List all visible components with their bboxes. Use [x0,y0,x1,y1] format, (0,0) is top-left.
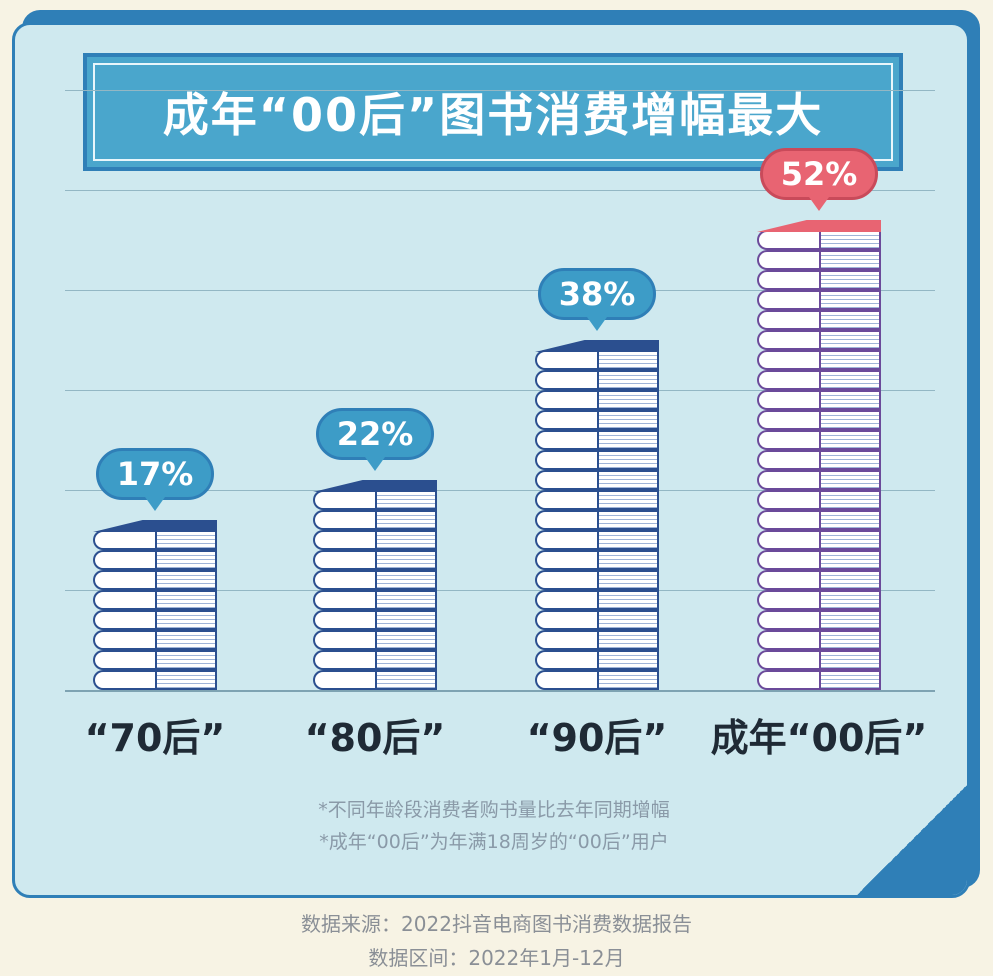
book [757,230,881,250]
book [93,630,217,650]
book [93,590,217,610]
book [535,630,659,650]
book [93,610,217,630]
book [313,610,437,630]
value-label: 17% [116,455,194,493]
book [757,350,881,370]
book [313,490,437,510]
category-label: “70后” [84,716,226,760]
period-text: 数据区间：2022年1月-12月 [368,946,625,970]
book [313,590,437,610]
book [757,570,881,590]
book [757,550,881,570]
value-label: 38% [558,275,636,313]
gridline [65,490,935,491]
book [535,510,659,530]
value-bubble-1: 22% [316,408,434,471]
book [535,590,659,610]
value-label: 22% [336,415,414,453]
book [757,390,881,410]
book [535,610,659,630]
value-bubble-3: 52% [760,148,878,211]
book [757,510,881,530]
book [757,290,881,310]
book [93,530,217,550]
category-label: 成年“00后” [710,716,928,760]
book [757,610,881,630]
book [757,250,881,270]
book [757,410,881,430]
book [313,630,437,650]
note-1: *不同年龄段消费者购书量比去年同期增幅 [318,799,670,821]
book [757,450,881,470]
book [535,490,659,510]
book [313,550,437,570]
book [313,530,437,550]
gridline [65,590,935,591]
book [757,370,881,390]
note-2: *成年“00后”为年满18周岁的“00后”用户 [319,831,669,853]
book-top-cover [757,220,881,232]
book-top-cover [535,340,659,352]
book [313,670,437,690]
gridline [65,90,935,91]
book [535,530,659,550]
book [757,490,881,510]
book [535,470,659,490]
book [757,670,881,690]
category-label: “90后” [526,716,668,760]
book [757,650,881,670]
gridline [65,190,935,191]
title-banner: 成年“00后”图书消费增幅最大 [83,53,903,171]
book-top-cover [93,520,217,532]
book [535,410,659,430]
book [535,450,659,470]
book [93,550,217,570]
book [535,350,659,370]
page-fold [857,785,967,895]
baseline [65,690,935,692]
book [535,570,659,590]
book [93,670,217,690]
chart-title: 成年“00后”图书消费增幅最大 [162,88,824,142]
gridline [65,290,935,291]
book [93,650,217,670]
gridline [65,390,935,391]
book [757,630,881,650]
book [757,470,881,490]
book [757,430,881,450]
book [535,370,659,390]
book [757,330,881,350]
source-text: 数据来源：2022抖音电商图书消费数据报告 [301,912,692,936]
book [757,310,881,330]
book [313,510,437,530]
category-label: “80后” [304,716,446,760]
book [313,570,437,590]
book [93,570,217,590]
book [535,650,659,670]
value-bubble-0: 17% [96,448,214,511]
book [535,390,659,410]
book [313,650,437,670]
book [535,670,659,690]
book-top-cover [313,480,437,492]
book [535,430,659,450]
book [757,270,881,290]
book [757,530,881,550]
chart-card: 成年“00后”图书消费增幅最大 17% “70后” 22% “80后” 38% “90后”… [12,22,970,898]
value-bubble-2: 38% [538,268,656,331]
book [757,590,881,610]
book [535,550,659,570]
value-label: 52% [780,155,858,193]
